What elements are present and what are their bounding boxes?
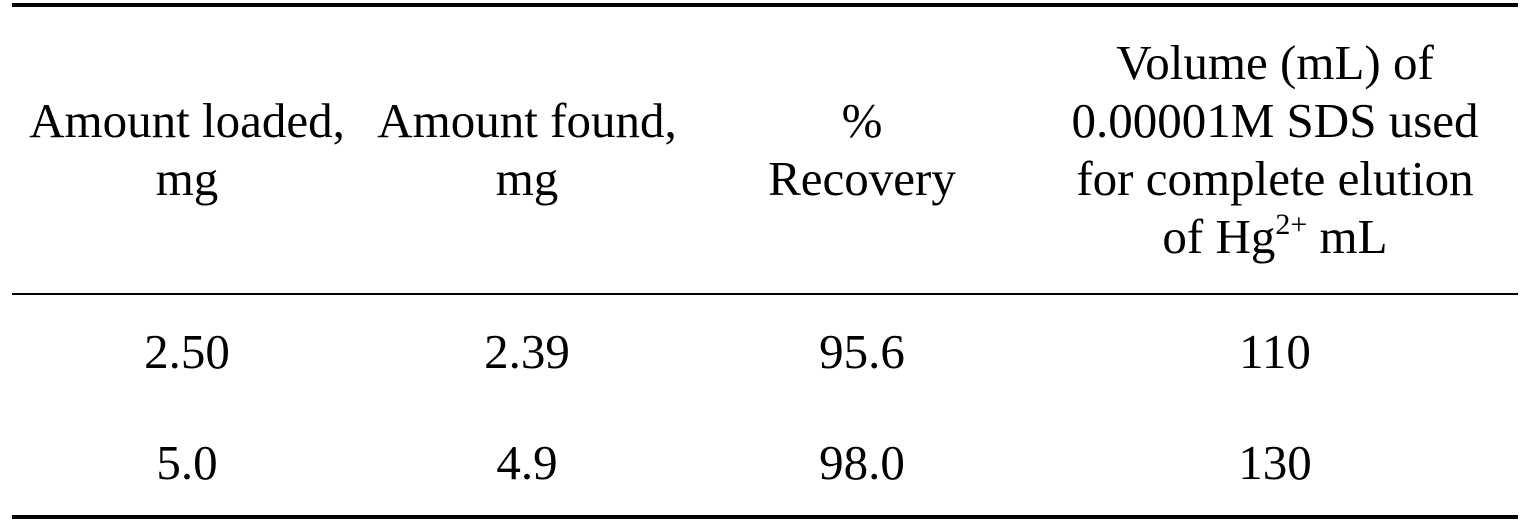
- header-line: Volume (mL) of: [1116, 35, 1434, 90]
- header-line: 0.00001M SDS used: [1071, 93, 1479, 148]
- header-line: for complete elution: [1076, 151, 1474, 206]
- header-line: Amount loaded,: [29, 93, 345, 148]
- header-amount-loaded: Amount loaded, mg: [12, 92, 362, 208]
- header-line: Recovery: [768, 151, 956, 206]
- table-cell: 110: [1239, 324, 1311, 379]
- table-cell: 98.0: [819, 435, 905, 490]
- header-line-prefix: of Hg: [1162, 209, 1276, 264]
- table-cell: 130: [1238, 435, 1312, 490]
- table-header-rule: [12, 293, 1518, 295]
- header-line: mg: [155, 151, 219, 206]
- table-bottom-rule: [12, 515, 1518, 519]
- table-top-rule: [12, 3, 1518, 7]
- header-line: Amount found,: [377, 93, 677, 148]
- header-percent-recovery: % Recovery: [692, 92, 1032, 208]
- table-cell: 5.0: [156, 435, 218, 490]
- header-line-with-superscript: of Hg2+ mL: [1032, 208, 1518, 266]
- header-line: mg: [495, 151, 559, 206]
- header-line: %: [841, 93, 883, 148]
- header-sds-volume: Volume (mL) of 0.00001M SDS used for com…: [1032, 34, 1518, 266]
- header-amount-found: Amount found, mg: [362, 92, 692, 208]
- mercury-charge-superscript: 2+: [1275, 208, 1308, 241]
- table-cell: 95.6: [819, 324, 905, 379]
- table-cell: 2.39: [484, 324, 570, 379]
- header-line-suffix: mL: [1307, 209, 1388, 264]
- table-cell: 2.50: [144, 324, 230, 379]
- table-cell: 4.9: [496, 435, 558, 490]
